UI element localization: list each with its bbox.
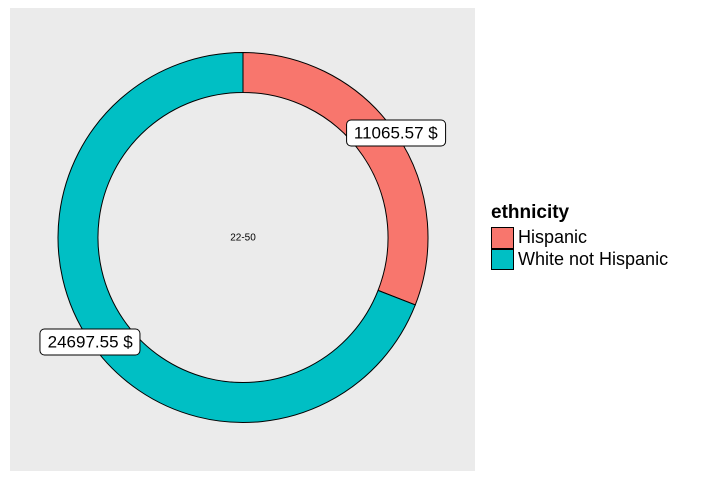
- donut-slice: [242, 51, 429, 306]
- donut-slice: [57, 51, 416, 423]
- legend-item-label: Hispanic: [518, 227, 588, 248]
- legend-item: White not Hispanic: [491, 248, 669, 271]
- legend: ethnicity Hispanic White not Hispanic: [491, 202, 669, 271]
- slice-value-label: 24697.55 $: [39, 328, 141, 356]
- legend-item: Hispanic: [491, 227, 668, 249]
- legend-swatch-icon: [491, 248, 514, 271]
- center-label: 22-50: [230, 232, 256, 244]
- slice-value-label: 11065.57 $: [345, 119, 446, 147]
- legend-swatch-icon: [491, 227, 514, 249]
- legend-title: ethnicity: [491, 202, 570, 223]
- legend-item-label: White not Hispanic: [518, 249, 669, 270]
